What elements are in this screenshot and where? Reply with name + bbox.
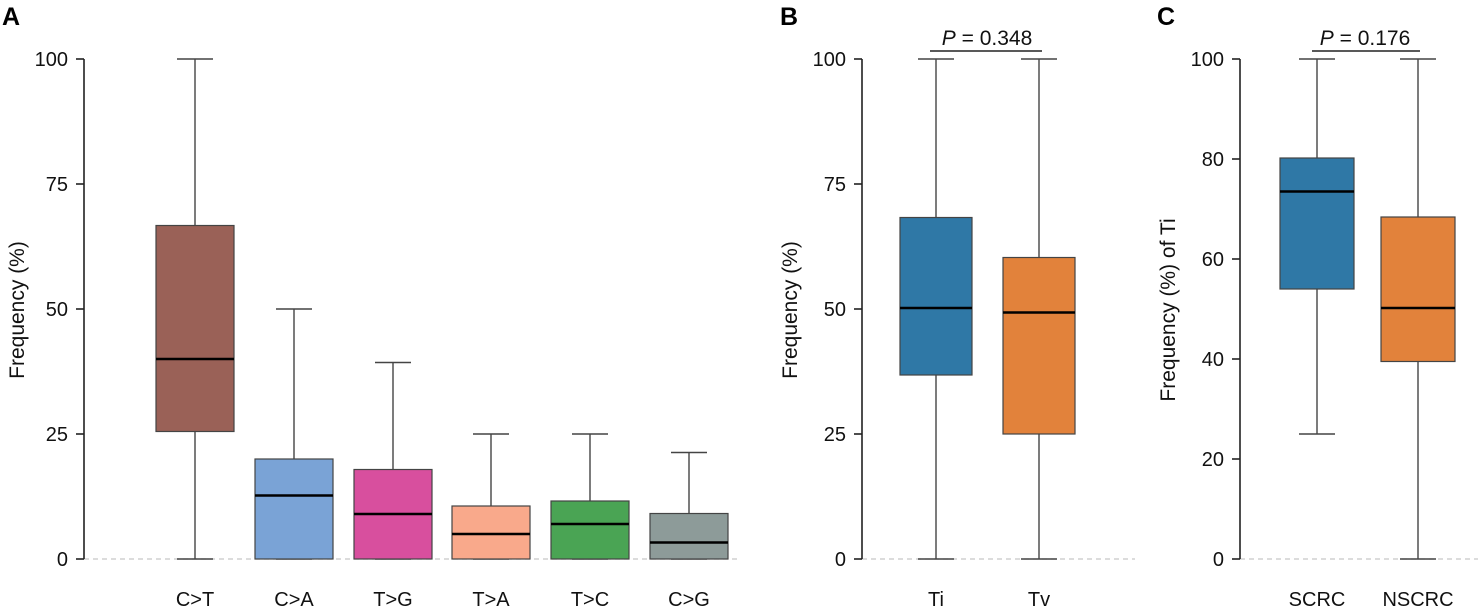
panel-b-y-tick-label: 100 (813, 49, 846, 71)
panel-c-plot: 0 20 40 60 80 100 SCRC NSCRC (1191, 49, 1478, 611)
panel-a-box-c-a-label: C>A (274, 589, 314, 611)
panel-a-box-c-g-label: C>G (668, 589, 710, 611)
panel-a-box-t-c-label: T>C (571, 589, 609, 611)
panel-label-b: B (780, 3, 798, 31)
panel-b-y-tick-label: 25 (824, 424, 846, 446)
panel-label-c: C (1157, 3, 1175, 31)
panel-a-plot: 0 25 50 75 100 C>T C>A T>G T>A T>C C>G (35, 49, 740, 611)
panel-b-box-ti-label: Ti (928, 589, 944, 611)
panel-a-y-tick-label: 0 (57, 549, 68, 571)
panel-b-y-tick-label: 75 (824, 174, 846, 196)
panel-a-box-c-a-iqr (254, 458, 334, 560)
panel-c-y-tick-label: 40 (1202, 349, 1224, 371)
panel-a-ylabel: Frequency (%) (6, 241, 29, 379)
panel-b-box-tv-label: Tv (1028, 589, 1050, 611)
panel-c-y-tick-label: 20 (1202, 449, 1224, 471)
panel-a-box-c-g-iqr (649, 512, 729, 560)
panel-c-box-nscrc-label: NSCRC (1382, 589, 1453, 611)
panel-a-box-t-g-label: T>G (373, 589, 412, 611)
panel-a-box-c-t-label: C>T (176, 589, 214, 611)
panel-a-box-t-a-label: T>A (472, 589, 510, 611)
panel-a-box-c-t-iqr (155, 224, 235, 433)
panel-c-y-tick-label: 60 (1202, 249, 1224, 271)
panel-c-box-scrc-iqr (1279, 157, 1355, 290)
panel-a-box-t-a-iqr (451, 505, 531, 560)
panel-c-ylabel: Frequency (%) of Ti (1157, 218, 1180, 401)
panel-b-y-tick-label: 50 (824, 299, 846, 321)
panel-c-box-nscrc-iqr (1380, 216, 1456, 363)
panel-c-y-tick-label: 0 (1213, 549, 1224, 571)
panel-b-pvalue-symbol: P (942, 27, 956, 50)
panel-c-y-tick-label: 100 (1191, 49, 1224, 71)
panel-a-y-tick-label: 50 (46, 299, 68, 321)
panel-b-plot: 0 25 50 75 100 Ti Tv (813, 49, 1135, 611)
panel-b-pvalue: P = 0.348 (942, 27, 1033, 50)
panel-a-y-tick-label: 100 (35, 49, 68, 71)
panel-b-box-ti-iqr (899, 216, 973, 376)
panel-c-y-tick-label: 80 (1202, 149, 1224, 171)
panel-b-pvalue-text: = 0.348 (956, 27, 1032, 50)
panel-b-y-tick-label: 0 (835, 549, 846, 571)
panel-b-ylabel: Frequency (%) (779, 241, 802, 379)
panel-a-y-tick-label: 25 (46, 424, 68, 446)
panel-label-a: A (2, 3, 20, 31)
panel-a-box-t-c-iqr (550, 500, 630, 560)
panel-b-box-tv-iqr (1002, 256, 1076, 435)
panel-c-pvalue-text: = 0.176 (1334, 27, 1410, 50)
panel-c-box-scrc-label: SCRC (1289, 589, 1346, 611)
panel-c-pvalue: P = 0.176 (1320, 27, 1411, 50)
panel-c-pvalue-symbol: P (1320, 27, 1334, 50)
panel-a-y-tick-label: 75 (46, 174, 68, 196)
